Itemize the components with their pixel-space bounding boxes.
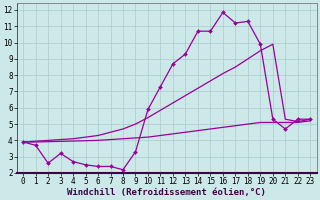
X-axis label: Windchill (Refroidissement éolien,°C): Windchill (Refroidissement éolien,°C) — [67, 188, 266, 197]
